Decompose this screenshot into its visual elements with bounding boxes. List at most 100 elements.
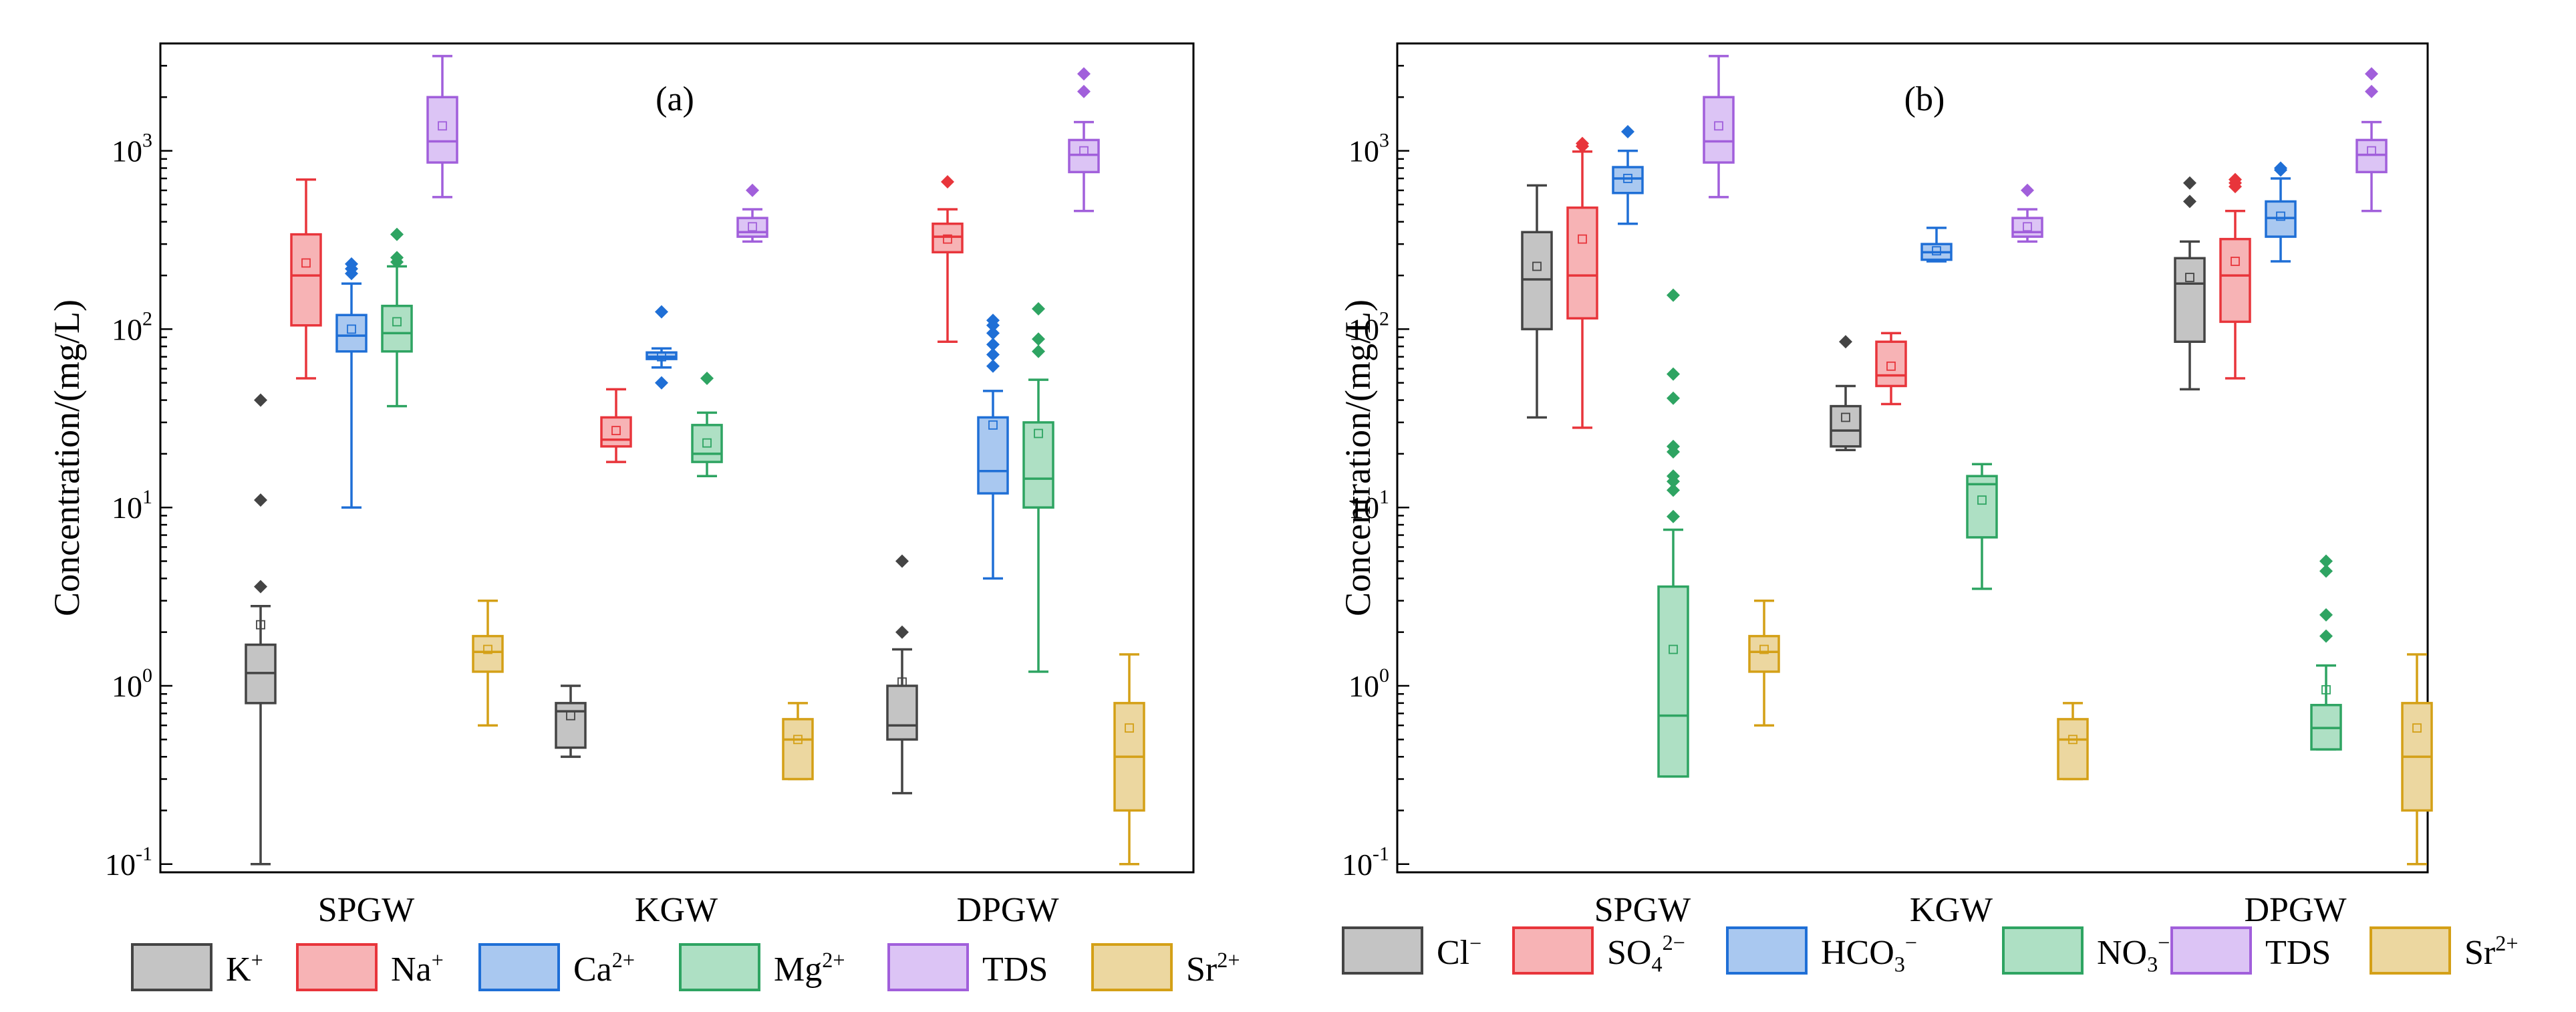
legend-label: TDS [982,951,1048,989]
mean-marker [2412,723,2422,733]
outlier-point [1077,84,1091,98]
iqr-box [691,424,723,463]
legend-entry-cl: Cl− [1342,926,1481,975]
iqr-box [1521,231,1553,331]
x-group-label: KGW [635,891,718,929]
outlier-point [2183,195,2196,209]
outlier-point [1077,67,1091,81]
legend-label: Na+ [391,948,444,989]
y-tick-base: 10 [112,134,142,168]
mean-marker [793,735,803,745]
mean-marker [1578,234,1587,244]
y-tick-exp: 1 [1379,486,1389,508]
outlier-point [2319,608,2333,622]
iqr-box [782,718,814,781]
mean-marker [2023,222,2032,232]
legend-label-sup: − [2158,930,2170,955]
legend-label-sup: 2+ [1217,948,1240,972]
box-sr-kgw [782,702,814,781]
y-tick-label: 101 [1348,486,1389,525]
y-tick-exp: -1 [136,843,152,865]
y-tick-exp: -1 [1373,843,1389,865]
legend-entry-no: NO3− [2002,926,2170,976]
x-group-label: DPGW [956,891,1058,929]
iqr-box [1022,421,1054,509]
legend-entry-ca: Ca2+ [478,943,635,991]
box-tds-spgw [1703,55,1735,199]
mean-marker [988,420,998,430]
legend-swatch [296,943,378,991]
box-tds-dpgw [1068,67,1100,213]
legend-label-sup: 2+ [612,948,635,972]
mean-marker [611,426,621,436]
box-na-kgw [600,388,632,463]
legend-label-name: NO [2097,934,2147,972]
outlier-point [390,227,404,241]
mean-marker [1532,261,1542,271]
box-tds-spgw [426,55,458,199]
outlier-point [254,393,267,407]
mean-marker [1841,412,1850,422]
box-ca-dpgw [977,313,1009,580]
iqr-box [1830,404,1862,448]
y-tick-exp: 2 [1379,307,1389,330]
outlier-point [1667,391,1680,405]
y-tick-exp: 2 [142,307,152,330]
outlier-point [895,625,909,639]
mean-marker [2367,146,2376,156]
box-sr-dpgw [1113,653,1145,866]
legend-label-name: Sr [1186,951,1217,989]
y-tick-label: 103 [112,130,152,168]
legend-swatch [1512,926,1594,975]
outlier-point [2021,183,2034,197]
outlier-point [2319,564,2333,578]
mean-marker [657,352,666,362]
panel-label: (b) [1904,80,1945,118]
legend-swatch [131,943,212,991]
mean-marker [256,620,265,630]
box-mg-kgw [691,371,723,477]
box-na-spgw [290,178,322,380]
y-tick-label: 102 [1348,307,1389,346]
legend-label-sup: + [432,948,444,972]
legend-label-name: Sr [2464,934,2495,972]
box-k-spgw [245,393,277,866]
legend-swatch [887,943,969,991]
outlier-point [895,554,909,568]
outlier-point [1667,509,1680,523]
mean-marker [1034,428,1043,438]
y-tick-base: 10 [112,312,142,346]
legend-swatch [1342,926,1423,975]
mean-marker [702,438,712,448]
legend-entry-na: Na+ [296,943,444,991]
mean-marker [1977,495,1987,505]
mean-marker [1125,723,1134,733]
box-so-dpgw [2219,172,2251,380]
y-tick-label: 100 [112,664,152,703]
mean-marker [2068,735,2078,745]
box-hco-spgw [1612,125,1644,225]
mean-marker [1714,121,1723,131]
iqr-box [1748,634,1780,673]
legend-entry-so: SO42− [1512,926,1685,976]
iqr-box [2219,237,2251,324]
legend-entry-mg: Mg2+ [679,943,845,991]
x-group-label: SPGW [318,891,414,929]
outlier-point [1032,344,1045,358]
iqr-box [2057,718,2089,781]
outlier-point [1667,367,1680,381]
mean-marker [897,677,907,687]
iqr-box [1657,585,1689,778]
legend-label-sup: − [1905,930,1917,955]
legend-label-sub: 3 [2147,952,2158,976]
legend-label: Sr2+ [1186,948,1240,989]
box-k-kgw [555,684,587,758]
legend-swatch [478,943,560,991]
x-group-label: DPGW [2244,891,2346,929]
mean-marker [438,121,447,131]
y-tick-base: 10 [1348,134,1379,168]
legend-label-name: TDS [2265,934,2331,972]
outlier-point [254,493,267,507]
outlier-point [655,376,668,390]
y-tick-base: 10 [1342,848,1373,882]
